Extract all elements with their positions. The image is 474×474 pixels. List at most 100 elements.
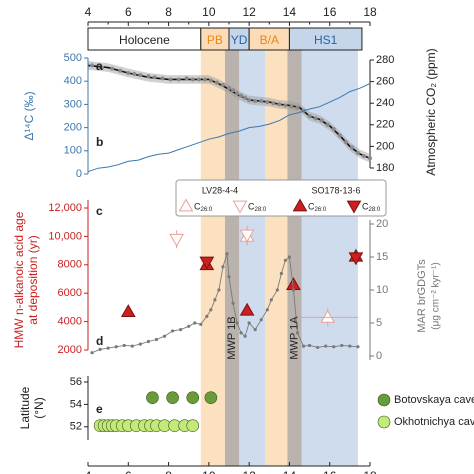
co2-point	[253, 99, 258, 104]
panel-letter-e: e	[96, 402, 103, 416]
mar-point	[348, 344, 352, 348]
mar-point	[154, 337, 159, 342]
co2-point	[227, 86, 231, 91]
mar-point	[287, 255, 292, 259]
co2-axis-tick-label: 260	[376, 76, 394, 88]
mar-point	[162, 334, 167, 338]
period-label-yd: YD	[231, 33, 248, 47]
legend-group-2: SO178-13-6	[311, 185, 360, 195]
mar-point	[265, 308, 269, 312]
panel-a-co2: 180 200 220 240 260 280 Atmospheric CO₂ (ppm) a	[87, 48, 438, 176]
co2-axis-tick-label: 240	[376, 97, 394, 109]
panel-letter-a: a	[96, 59, 103, 73]
mar-point	[209, 308, 213, 312]
mar-point	[98, 347, 102, 351]
co2-point	[331, 127, 336, 132]
co2-point	[319, 118, 324, 123]
co2-point	[355, 150, 360, 155]
co2-point	[132, 72, 137, 77]
co2-point	[160, 76, 165, 81]
mar-point	[356, 345, 360, 349]
co2-point	[368, 156, 372, 161]
mar-point	[279, 271, 283, 276]
co2-axis-label: Atmospheric CO₂ (ppm)	[424, 48, 438, 175]
mar-axis-tick-label: 10	[376, 284, 388, 296]
age-axis-tick-label: 10,000	[48, 230, 82, 242]
co2-point	[307, 114, 312, 119]
mar-point	[171, 329, 175, 333]
panel-b-delta14c: 0 100 200 300 400 500 Δ¹⁴C (‰) b	[22, 52, 371, 180]
mar-point	[301, 344, 306, 348]
legend-c: LV28-4-4 SO178-13-6 C26:0 C28:0 C26:0 C28:0	[175, 179, 387, 217]
period-label-hs1: HS1	[314, 33, 338, 47]
mwp-label-1a: MWP 1A	[288, 316, 300, 360]
co2-point	[349, 145, 354, 150]
age-marker	[120, 304, 136, 318]
mar-axis-label-line1: MAR brGDGTs	[416, 259, 428, 333]
age-marker	[348, 252, 364, 266]
age-axis-tick-label: 4000	[58, 316, 82, 328]
legend-marker	[232, 200, 248, 214]
mar-point	[114, 345, 118, 349]
mar-point	[243, 334, 247, 338]
co2-point	[337, 133, 342, 138]
co2-point	[277, 102, 282, 107]
co2-point	[152, 75, 157, 80]
bottom-tick-label: 14	[283, 469, 297, 474]
bottom-tick-label: 6	[125, 469, 132, 474]
band-ba	[265, 50, 288, 466]
age-axis-label-line2: at deposition (yr)	[26, 235, 40, 324]
co2-point	[146, 74, 151, 79]
d14c-line	[87, 83, 371, 173]
botovskaya-point	[204, 391, 218, 404]
labels: MWP 1B MWP 1A	[226, 316, 300, 360]
co2-point	[265, 100, 270, 105]
co2-point	[176, 77, 181, 82]
mar-point	[122, 343, 126, 348]
mar-point	[275, 288, 279, 292]
mar-point	[193, 321, 197, 325]
co2-point	[247, 97, 252, 102]
d14c-axis-tick-label: 400	[64, 75, 82, 87]
co2-point	[214, 80, 219, 85]
co2-point	[343, 140, 348, 145]
co2-point	[220, 82, 225, 87]
age-axis-tick-label: 2000	[58, 344, 82, 356]
bottom-tick-label: 4	[85, 469, 92, 474]
co2-point	[361, 154, 366, 159]
age-marker	[239, 302, 255, 316]
co2-point	[289, 104, 294, 109]
legend-e-label: Botovskaya cave	[394, 394, 474, 406]
legend-e-marker	[377, 415, 391, 429]
mar-point	[253, 328, 257, 332]
bottom-tick-label: 12	[242, 469, 256, 474]
age-marker	[169, 233, 184, 247]
mar-axis-tick-label: 15	[376, 251, 388, 263]
mar-axis-tick-label: 5	[376, 317, 382, 329]
d14c-axis-tick-label: 200	[64, 122, 82, 134]
mar-point	[235, 321, 239, 325]
band-hs1	[301, 50, 358, 466]
period-bar: Holocene PB YD B/A HS1	[87, 27, 363, 51]
mar-point	[179, 328, 183, 332]
legend-marker	[346, 200, 362, 214]
legend-e-marker	[377, 393, 391, 407]
top-tick-label: 4	[85, 5, 92, 19]
panel-d-brgdgt: 0 5 10 15 20 MAR brGDGTs (μg cm⁻² kyr⁻¹) d	[90, 218, 442, 362]
top-tick-label: 6	[125, 5, 132, 19]
mar-point	[231, 301, 235, 305]
mar-point	[213, 298, 217, 302]
okhotnichya-point	[186, 419, 200, 432]
legend-label: C26:0	[194, 201, 213, 212]
co2-envelope	[88, 61, 370, 163]
mar-point	[205, 314, 209, 318]
top-tick-label: 12	[242, 5, 256, 19]
co2-point	[283, 103, 288, 108]
co2-point	[231, 88, 236, 93]
legend-group-1: LV28-4-4	[202, 185, 238, 195]
mar-point	[221, 265, 225, 269]
co2-point	[208, 78, 213, 83]
lat-axis-tick-label: 52	[70, 421, 82, 433]
lat-axis-tick-label: 56	[70, 376, 82, 388]
mar-point	[90, 351, 94, 355]
